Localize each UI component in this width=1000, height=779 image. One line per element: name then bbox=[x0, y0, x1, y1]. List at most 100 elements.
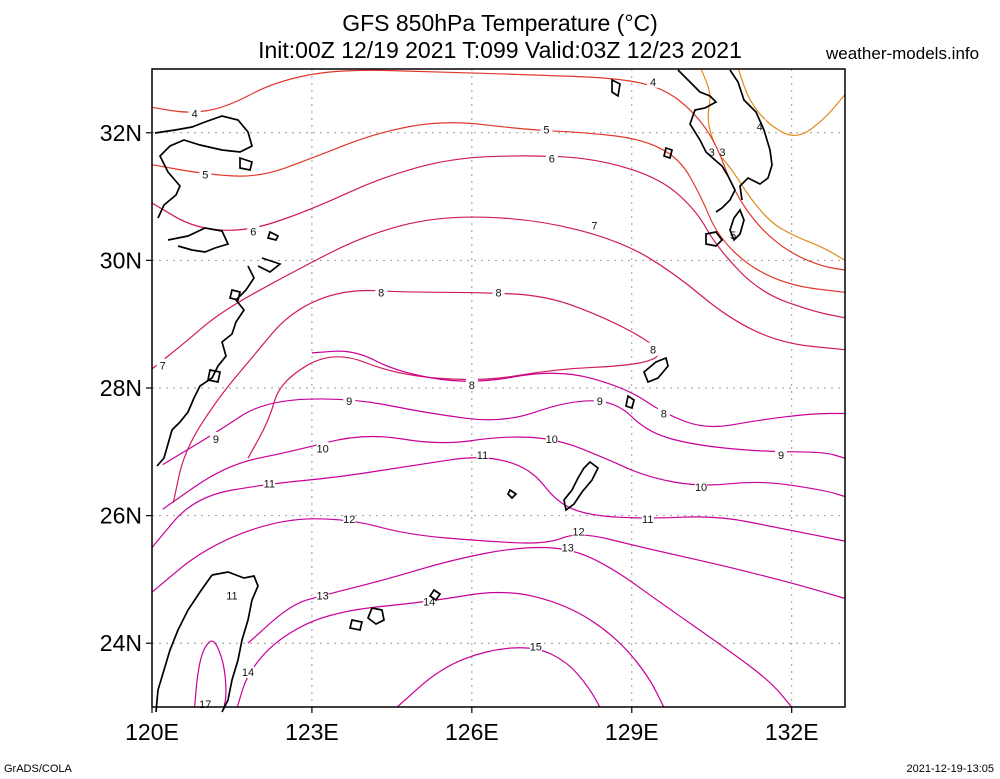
contour-14 bbox=[236, 591, 665, 708]
contour-label-bg bbox=[316, 441, 329, 455]
contour-label-bg bbox=[465, 377, 478, 391]
contour-label-10: 10 bbox=[546, 434, 558, 446]
contour-13 bbox=[247, 546, 793, 708]
contour-label-17: 17 bbox=[199, 699, 211, 711]
contour-label-12: 12 bbox=[343, 514, 355, 526]
contour-label-8: 8 bbox=[650, 345, 656, 357]
lat-tick-label: 26N bbox=[100, 503, 142, 529]
lon-tick-label: 132E bbox=[765, 719, 819, 745]
gridlines bbox=[152, 69, 845, 707]
axis-ticks: 120E 123E 126E 129E 132E 24N 26N 28N 30N 32N bbox=[100, 120, 819, 745]
contour-label-bg bbox=[593, 393, 606, 407]
contour-label-bg bbox=[209, 432, 222, 446]
map-title: GFS 850hPa Temperature (°C) bbox=[342, 10, 658, 36]
contour-4 bbox=[737, 68, 846, 136]
lon-tick-label: 123E bbox=[285, 719, 339, 745]
contour-12 bbox=[151, 518, 846, 600]
contour-label-bg bbox=[641, 511, 654, 525]
contour-label-bg bbox=[540, 122, 553, 136]
contour-label-13: 13 bbox=[316, 590, 328, 602]
contour-label-3: 3 bbox=[719, 147, 725, 159]
lon-tick-label: 129E bbox=[605, 719, 659, 745]
sakishima-ishigaki bbox=[366, 607, 385, 625]
contour-label-8: 8 bbox=[495, 287, 501, 299]
ryukyu-amami bbox=[642, 356, 669, 384]
contour-11 bbox=[151, 457, 846, 548]
contour-9 bbox=[162, 398, 846, 466]
contour-label-11: 11 bbox=[226, 590, 237, 602]
contour-3 bbox=[700, 68, 846, 261]
contour-17 bbox=[194, 640, 227, 708]
tanegashima-coast bbox=[729, 208, 745, 242]
contour-label-bg bbox=[343, 393, 356, 407]
lat-tick-label: 32N bbox=[100, 120, 142, 146]
taiwan-coast bbox=[155, 571, 259, 713]
goto-coast bbox=[662, 146, 674, 160]
contour-label-bg bbox=[657, 406, 670, 420]
lat-tick-label: 24N bbox=[100, 630, 142, 656]
contour-label-3: 3 bbox=[709, 147, 715, 159]
contour-8 bbox=[172, 289, 660, 503]
china-coast bbox=[154, 115, 282, 467]
lat-tick-label: 28N bbox=[100, 375, 142, 401]
contour-label-bg bbox=[647, 74, 660, 88]
contour-label-bg bbox=[247, 224, 260, 238]
contour-label-4: 4 bbox=[757, 121, 763, 133]
grads-credit: GrADS/COLA bbox=[4, 763, 72, 775]
generated-timestamp: 2021-12-19-13:05 bbox=[906, 763, 994, 775]
contour-label-bg bbox=[375, 285, 388, 299]
contour-label-bg bbox=[545, 151, 558, 165]
contour-15 bbox=[396, 647, 601, 708]
site-credit[interactable]: weather-models.info bbox=[826, 44, 980, 63]
contour-label-bg bbox=[316, 588, 329, 602]
contour-label-11: 11 bbox=[477, 450, 488, 462]
yakushima-coast bbox=[705, 231, 724, 247]
contour-label-bg bbox=[647, 342, 660, 356]
contour-label-7: 7 bbox=[591, 220, 597, 232]
contour-label-bg bbox=[241, 664, 254, 678]
contour-label-bg bbox=[156, 358, 169, 372]
sakishima-iriomote bbox=[348, 619, 364, 631]
ryukyu-tokunoshima bbox=[625, 394, 635, 410]
contour-label-12: 12 bbox=[572, 527, 584, 539]
sakishima-miyako bbox=[428, 588, 442, 602]
contour-8 bbox=[311, 350, 845, 428]
coastlines bbox=[154, 69, 773, 713]
contour-label-bg bbox=[476, 447, 489, 461]
contour-label-4: 4 bbox=[192, 109, 198, 121]
contour-label-8: 8 bbox=[469, 380, 475, 392]
contour-label-5: 5 bbox=[543, 125, 549, 137]
contour-label-bg bbox=[545, 432, 558, 446]
contour-label-4: 4 bbox=[650, 77, 656, 89]
tsushima-coast bbox=[611, 78, 621, 98]
contour-label-bg bbox=[188, 106, 201, 120]
kyushu-coast bbox=[677, 69, 773, 213]
contour-label-9: 9 bbox=[346, 396, 352, 408]
contour-label-11: 11 bbox=[642, 514, 653, 526]
contour-10 bbox=[162, 435, 846, 510]
zhoushan-islands bbox=[239, 156, 280, 241]
contour-label-10: 10 bbox=[695, 482, 707, 494]
contour-4 bbox=[151, 69, 846, 271]
lon-tick-label: 126E bbox=[445, 719, 499, 745]
contour-label-6: 6 bbox=[549, 153, 555, 165]
ryukyu-kume bbox=[506, 488, 518, 500]
contour-label-bg bbox=[561, 540, 574, 554]
contour-label-15: 15 bbox=[530, 641, 542, 653]
contour-label-bg bbox=[775, 447, 788, 461]
lat-tick-label: 30N bbox=[100, 247, 142, 273]
contour-label-7: 7 bbox=[160, 361, 166, 373]
lon-tick-label: 120E bbox=[125, 719, 179, 745]
contour-label-bg bbox=[492, 285, 505, 299]
contour-label-10: 10 bbox=[316, 444, 328, 456]
contour-label-bg bbox=[572, 524, 585, 538]
contour-label-14: 14 bbox=[423, 597, 435, 609]
contour-label-bg bbox=[343, 511, 356, 525]
contour-label-13: 13 bbox=[562, 543, 574, 555]
contour-label-9: 9 bbox=[597, 396, 603, 408]
map-subtitle: Init:00Z 12/19 2021 T:099 Valid:03Z 12/2… bbox=[258, 37, 742, 63]
contour-6 bbox=[151, 155, 846, 319]
contour-5 bbox=[151, 122, 846, 293]
contour-label-5: 5 bbox=[202, 169, 208, 181]
